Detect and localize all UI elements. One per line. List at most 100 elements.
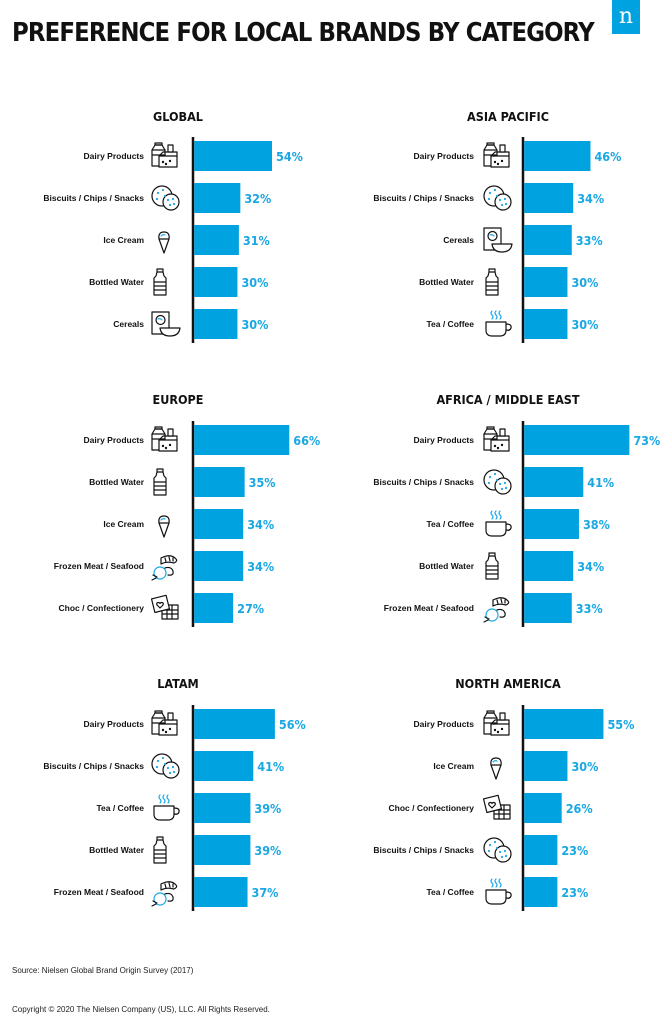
region-chart: LATAM Dairy Products 56% Biscuits / Chips /… (43, 676, 306, 911)
biscuit-icon (483, 837, 512, 863)
value-label: 55% (607, 717, 634, 732)
value-label: 66% (293, 433, 320, 448)
bar (194, 709, 275, 739)
bar (524, 793, 562, 823)
category-label: Biscuits / Chips / Snacks (43, 193, 144, 203)
tea-cup-icon (485, 878, 512, 905)
cereal-icon (151, 311, 181, 337)
bar (194, 183, 241, 213)
tea-cup-icon (153, 794, 180, 821)
category-label: Frozen Meat / Seafood (384, 603, 474, 613)
bar (524, 225, 572, 255)
category-label: Bottled Water (419, 561, 475, 571)
bar (524, 467, 584, 497)
bar (194, 593, 234, 623)
category-label: Tea / Coffee (96, 803, 144, 813)
bar (194, 793, 251, 823)
chocolate-icon (482, 794, 511, 820)
chart-title: NORTH AMERICA (455, 676, 561, 691)
category-label: Dairy Products (84, 719, 145, 729)
value-label: 30% (571, 317, 598, 332)
value-label: 26% (566, 801, 593, 816)
category-label: Frozen Meat / Seafood (54, 561, 144, 571)
dairy-icon (483, 142, 510, 168)
value-label: 46% (594, 149, 621, 164)
value-label: 54% (276, 149, 303, 164)
category-label: Bottled Water (419, 277, 475, 287)
category-label: Ice Cream (103, 235, 144, 245)
bottle-icon (485, 268, 499, 296)
value-label: 39% (254, 843, 281, 858)
value-label: 30% (241, 275, 268, 290)
bar (524, 751, 568, 781)
chart-title: AFRICA / MIDDLE EAST (436, 392, 579, 407)
copyright-note: Copyright © 2020 The Nielsen Company (US… (12, 1005, 270, 1014)
bar (194, 509, 244, 539)
chocolate-icon (150, 594, 179, 620)
category-label: Bottled Water (89, 845, 145, 855)
ice-cream-icon (158, 231, 170, 254)
category-label: Choc / Confectionery (59, 603, 145, 613)
bar (194, 225, 239, 255)
tea-cup-icon (485, 510, 512, 537)
category-label: Bottled Water (89, 477, 145, 487)
meat-icon (151, 555, 178, 581)
value-label: 23% (561, 843, 588, 858)
value-label: 56% (279, 717, 306, 732)
chart-title: GLOBAL (153, 109, 203, 124)
category-label: Dairy Products (414, 719, 475, 729)
dairy-icon (483, 426, 510, 452)
value-label: 35% (249, 475, 276, 490)
value-label: 32% (244, 191, 271, 206)
value-label: 38% (583, 517, 610, 532)
category-label: Frozen Meat / Seafood (54, 887, 144, 897)
category-label: Dairy Products (84, 151, 145, 161)
chart-title: ASIA PACIFIC (467, 109, 549, 124)
category-label: Dairy Products (84, 435, 145, 445)
bar (524, 425, 630, 455)
bar (194, 309, 238, 339)
bar (524, 141, 591, 171)
bar (524, 709, 604, 739)
value-label: 33% (576, 233, 603, 248)
bar (194, 877, 248, 907)
category-label: Tea / Coffee (426, 319, 474, 329)
category-label: Choc / Confectionery (389, 803, 475, 813)
region-chart: AFRICA / MIDDLE EAST Dairy Products 73% Bis… (373, 392, 660, 627)
value-label: 41% (257, 759, 284, 774)
source-note: Source: Nielsen Global Brand Origin Surv… (12, 966, 194, 975)
category-label: Dairy Products (414, 151, 475, 161)
cereal-icon (483, 227, 513, 253)
bar (524, 835, 558, 865)
value-label: 39% (254, 801, 281, 816)
meat-icon (151, 881, 178, 907)
value-label: 37% (252, 885, 279, 900)
ice-cream-icon (490, 757, 502, 780)
biscuit-icon (483, 469, 512, 495)
bottle-icon (153, 836, 167, 864)
category-label: Biscuits / Chips / Snacks (43, 761, 144, 771)
bar (524, 309, 568, 339)
dairy-icon (483, 710, 510, 736)
bar (194, 467, 245, 497)
value-label: 31% (243, 233, 270, 248)
dairy-icon (151, 710, 178, 736)
category-label: Biscuits / Chips / Snacks (373, 845, 474, 855)
category-label: Dairy Products (414, 435, 475, 445)
value-label: 34% (247, 517, 274, 532)
bar (524, 509, 579, 539)
value-label: 34% (247, 559, 274, 574)
region-chart: NORTH AMERICA Dairy Products 55% Ice Cream 3… (373, 676, 634, 911)
value-label: 34% (577, 191, 604, 206)
bar (524, 877, 558, 907)
bar (524, 551, 574, 581)
category-label: Biscuits / Chips / Snacks (373, 477, 474, 487)
category-label: Cereals (113, 319, 144, 329)
dairy-icon (151, 142, 178, 168)
value-label: 33% (576, 601, 603, 616)
category-label: Ice Cream (103, 519, 144, 529)
bar (194, 141, 273, 171)
category-label: Tea / Coffee (426, 519, 474, 529)
bar (194, 267, 238, 297)
